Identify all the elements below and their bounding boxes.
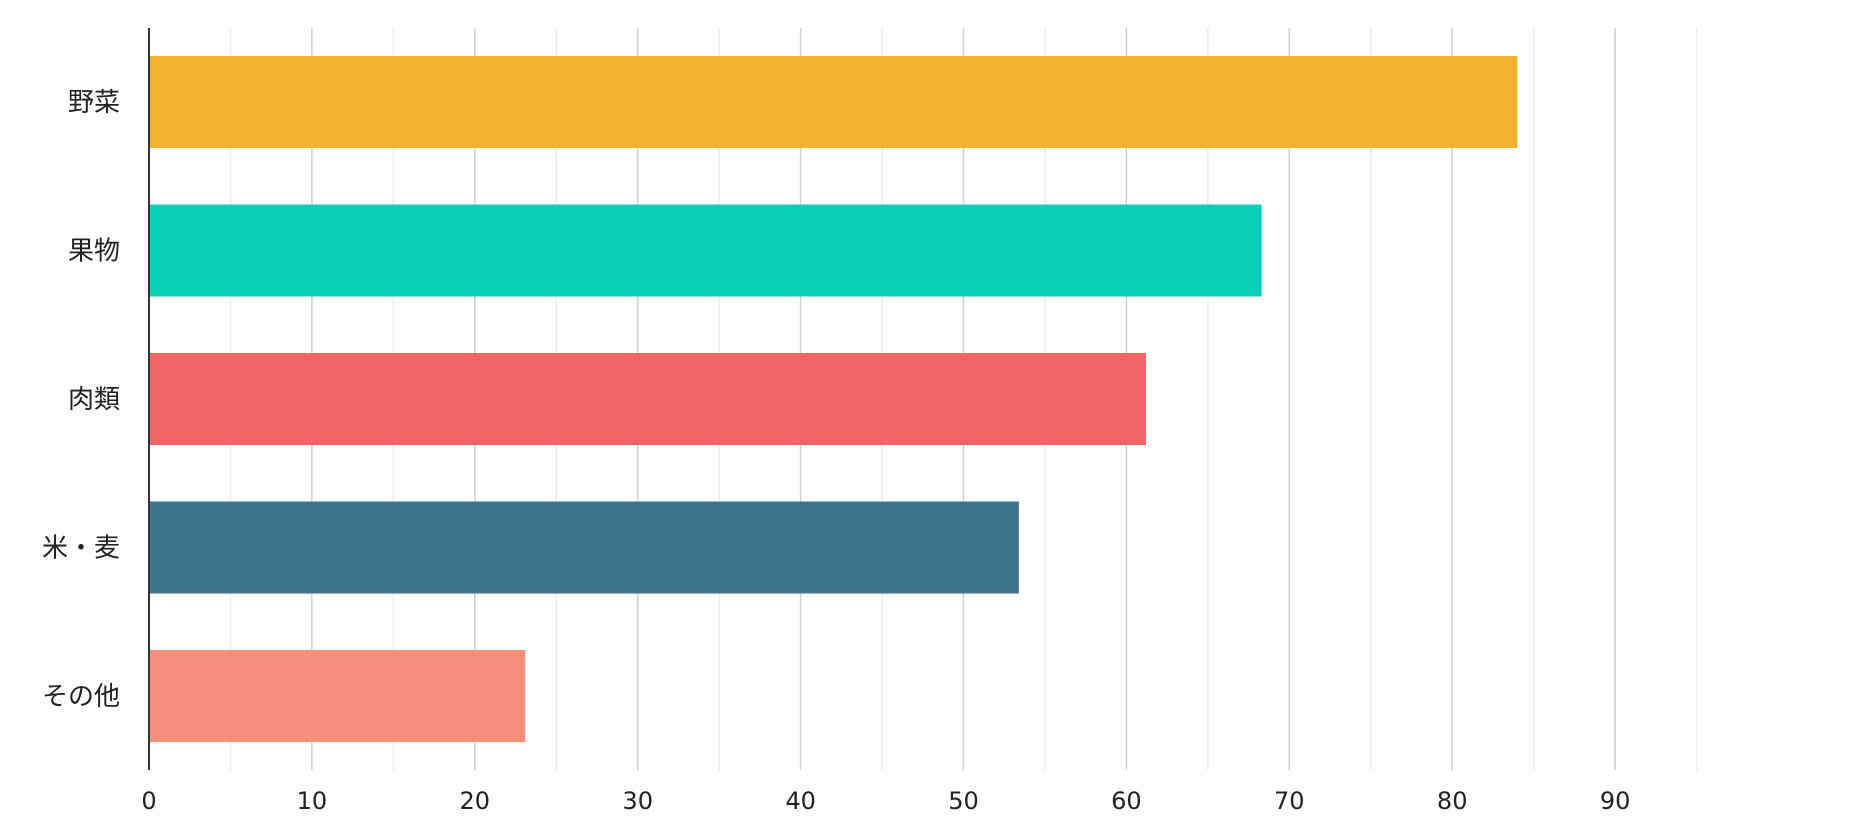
x-tick-label: 90 (1600, 787, 1631, 815)
x-tick-label: 70 (1274, 787, 1305, 815)
x-tick-label: 30 (622, 787, 653, 815)
category-label: 米・麦 (42, 534, 120, 564)
x-tick-labels: 0 10 20 30 40 50 60 70 80 90 (141, 787, 1630, 815)
category-label: その他 (42, 682, 120, 712)
bar (149, 650, 526, 742)
category-label: 野菜 (68, 88, 120, 118)
bar (149, 501, 1019, 594)
bar (149, 56, 1518, 148)
bar (149, 204, 1262, 297)
x-tick-label: 10 (297, 787, 328, 815)
x-tick-label: 0 (141, 787, 156, 815)
bars (149, 56, 1518, 742)
x-tick-label: 40 (785, 787, 816, 815)
bar (149, 353, 1146, 445)
x-tick-label: 20 (460, 787, 491, 815)
x-tick-label: 80 (1437, 787, 1468, 815)
category-label: 果物 (68, 237, 120, 267)
category-label: 肉類 (68, 385, 120, 415)
x-tick-label: 60 (1111, 787, 1142, 815)
x-tick-label: 50 (948, 787, 979, 815)
